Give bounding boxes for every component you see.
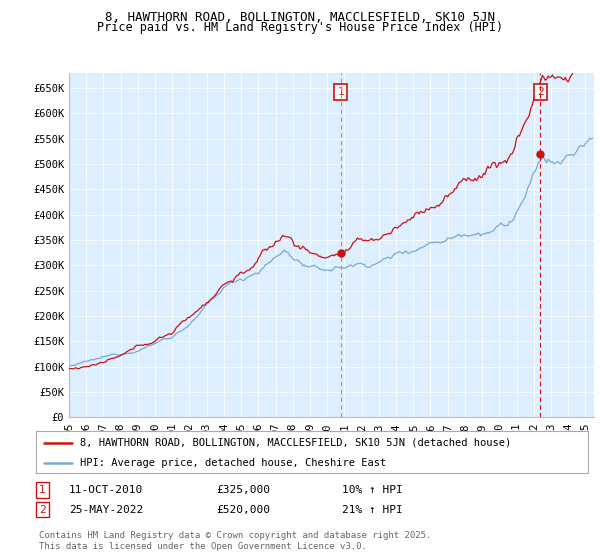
Text: Contains HM Land Registry data © Crown copyright and database right 2025.: Contains HM Land Registry data © Crown c…	[39, 531, 431, 540]
Text: 21% ↑ HPI: 21% ↑ HPI	[342, 505, 403, 515]
Text: 1: 1	[39, 485, 46, 495]
Text: HPI: Average price, detached house, Cheshire East: HPI: Average price, detached house, Ches…	[80, 458, 386, 468]
Text: 2: 2	[39, 505, 46, 515]
Text: 1: 1	[337, 87, 344, 97]
Text: 11-OCT-2010: 11-OCT-2010	[69, 485, 143, 495]
Text: 8, HAWTHORN ROAD, BOLLINGTON, MACCLESFIELD, SK10 5JN: 8, HAWTHORN ROAD, BOLLINGTON, MACCLESFIE…	[105, 11, 495, 24]
Text: £325,000: £325,000	[216, 485, 270, 495]
Text: Price paid vs. HM Land Registry's House Price Index (HPI): Price paid vs. HM Land Registry's House …	[97, 21, 503, 34]
Text: 2: 2	[537, 87, 544, 97]
Text: 8, HAWTHORN ROAD, BOLLINGTON, MACCLESFIELD, SK10 5JN (detached house): 8, HAWTHORN ROAD, BOLLINGTON, MACCLESFIE…	[80, 437, 511, 447]
Text: 25-MAY-2022: 25-MAY-2022	[69, 505, 143, 515]
Text: 10% ↑ HPI: 10% ↑ HPI	[342, 485, 403, 495]
Text: £520,000: £520,000	[216, 505, 270, 515]
Text: This data is licensed under the Open Government Licence v3.0.: This data is licensed under the Open Gov…	[39, 542, 367, 550]
